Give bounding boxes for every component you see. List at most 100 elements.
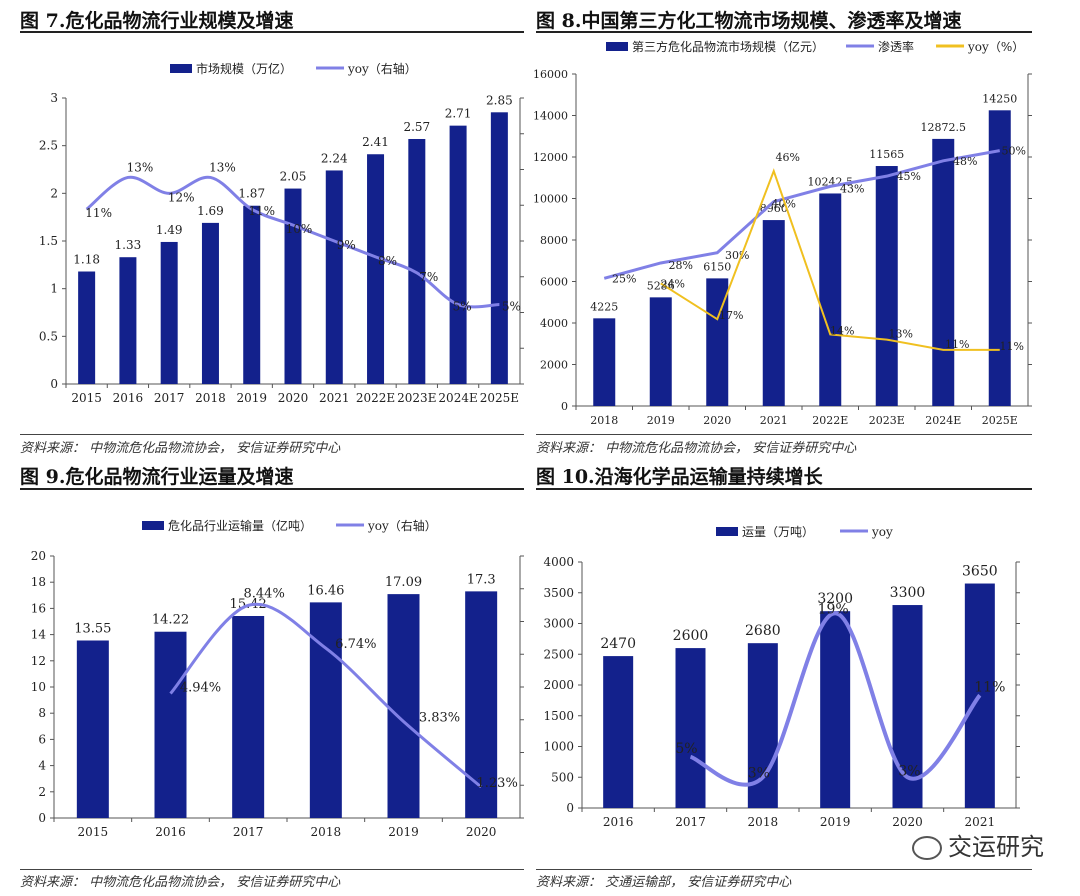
x-tick-label: 2021 bbox=[760, 414, 788, 427]
y-tick-label: 14 bbox=[31, 628, 47, 642]
line-value-label: 5% bbox=[453, 300, 472, 314]
bar-value-label: 2.71 bbox=[445, 107, 472, 121]
line-value-label: 17% bbox=[719, 309, 743, 322]
line-value-label: 11% bbox=[85, 206, 112, 220]
x-tick-label: 2015 bbox=[71, 391, 102, 405]
y-tick-label: 2.5 bbox=[39, 139, 58, 153]
y-tick-label: 2000 bbox=[543, 678, 574, 692]
bar bbox=[988, 110, 1011, 406]
y-tick-label: 10 bbox=[31, 680, 46, 694]
title-rule bbox=[536, 488, 1032, 490]
y-tick-label: 18 bbox=[31, 575, 46, 589]
bar-value-label: 1.49 bbox=[156, 223, 183, 237]
bar bbox=[593, 318, 616, 406]
bar bbox=[762, 220, 785, 406]
bar-value-label: 17.3 bbox=[467, 572, 496, 587]
chart-title: 图 9.危化品物流行业运量及增速 bbox=[20, 466, 294, 488]
x-tick-label: 2016 bbox=[155, 825, 186, 839]
chart-fig9: 0 2 4 6 8 10 12 14 16 18 20 2015 2016 2017 2018 2019 202… bbox=[31, 518, 524, 839]
y-tick-label: 12 bbox=[31, 654, 46, 668]
y-tick-label: 4000 bbox=[543, 555, 574, 569]
bar-value-label: 16.46 bbox=[307, 583, 344, 598]
line-value-label: 8% bbox=[378, 254, 397, 268]
x-tick-label: 2024E bbox=[438, 391, 477, 405]
bar-value-label: 5236 bbox=[647, 279, 675, 292]
legend-label: 市场规模（万亿） bbox=[196, 61, 292, 76]
title-rule bbox=[536, 31, 1032, 33]
bar bbox=[675, 648, 706, 808]
line-value-label: 43% bbox=[840, 182, 864, 195]
line-value-label: 50% bbox=[1002, 145, 1026, 158]
bar bbox=[76, 640, 109, 818]
panel-fig9: 图 9.危化品物流行业运量及增速 0 2 4 6 8 10 12 14 16 18 20 2015 20… bbox=[20, 460, 524, 896]
line-value-label: 11% bbox=[945, 338, 969, 351]
x-tick-label: 2023E bbox=[869, 414, 905, 427]
line-value-label: 11% bbox=[974, 679, 1005, 695]
y-tick-label: 1000 bbox=[543, 740, 574, 754]
line-value-label: 13% bbox=[209, 160, 236, 174]
legend-label: yoy bbox=[871, 525, 893, 539]
title-rule bbox=[20, 31, 524, 33]
bar bbox=[232, 615, 265, 818]
legend-swatch bbox=[716, 527, 738, 536]
x-tick-label: 2020 bbox=[703, 414, 731, 427]
line-value-label: 11% bbox=[1000, 340, 1024, 353]
x-tick-label: 2022E bbox=[356, 391, 395, 405]
bar bbox=[201, 222, 219, 384]
x-tick-label: 2019 bbox=[647, 414, 675, 427]
legend-label: 第三方危化品物流市场规模（亿元） bbox=[632, 39, 824, 54]
legend-label: 运量（万吨） bbox=[742, 525, 814, 539]
series-line bbox=[689, 611, 982, 787]
bottom-rule bbox=[20, 434, 524, 435]
y-tick-label: 4000 bbox=[540, 317, 568, 330]
bar-value-label: 13.55 bbox=[74, 621, 111, 636]
line-value-label: 19% bbox=[818, 601, 849, 617]
bar bbox=[649, 297, 672, 406]
bar-value-label: 2.85 bbox=[486, 93, 513, 107]
line-value-label: 11% bbox=[248, 204, 275, 218]
bar-value-label: 11565 bbox=[869, 148, 904, 161]
y-tick-label: 6000 bbox=[540, 276, 568, 289]
bar-value-label: 3300 bbox=[890, 585, 926, 601]
chart-fig10: 0 500 1000 1500 2000 2500 3000 3500 4000 2016 2017… bbox=[543, 525, 1020, 829]
bar bbox=[449, 125, 467, 384]
chart-title: 图 7.危化品物流行业规模及增速 bbox=[20, 10, 294, 32]
line-value-label: 25% bbox=[612, 272, 636, 285]
y-tick-label: 3500 bbox=[543, 586, 574, 600]
bar bbox=[325, 170, 343, 384]
line-value-label: 13% bbox=[127, 160, 154, 174]
bottom-rule bbox=[20, 869, 524, 870]
panel-fig10: 图 10.沿海化学品运输量持续增长 0 500 1000 1500 2000 2500 30… bbox=[536, 460, 1032, 896]
bar bbox=[367, 154, 385, 384]
source-note: 资料来源： 中物流危化品物流协会， 安信证券研究中心 bbox=[20, 875, 341, 890]
x-tick-label: 2016 bbox=[113, 391, 144, 405]
legend-label: yoy（%） bbox=[967, 40, 1024, 54]
bar bbox=[243, 205, 261, 384]
bar bbox=[78, 271, 96, 384]
bar bbox=[465, 591, 498, 818]
line-value-label: 30% bbox=[725, 249, 749, 262]
bar bbox=[154, 631, 187, 818]
line-value-label: 24% bbox=[661, 277, 685, 290]
x-tick-label: 2017 bbox=[154, 391, 185, 405]
x-tick-label: 2025E bbox=[982, 414, 1018, 427]
bar bbox=[875, 166, 898, 406]
series-line bbox=[603, 149, 1001, 280]
chart-fig7: 0 0.5 1 1.5 2 2.5 3 2015 2016 2017 2018 2019 2020 202… bbox=[39, 61, 524, 405]
line-value-label: 48% bbox=[953, 155, 977, 168]
y-tick-label: 20 bbox=[31, 549, 46, 563]
bar bbox=[892, 605, 923, 808]
line-value-label: 28% bbox=[669, 259, 693, 272]
y-tick-label: 1 bbox=[50, 282, 58, 296]
bar-value-label: 2.41 bbox=[362, 135, 389, 149]
bar bbox=[820, 611, 851, 808]
line-value-label: 40% bbox=[772, 198, 796, 211]
title-rule bbox=[20, 488, 524, 490]
bar-value-label: 1.69 bbox=[197, 204, 224, 218]
y-tick-label: 14000 bbox=[533, 110, 568, 123]
x-tick-label: 2018 bbox=[590, 414, 618, 427]
legend-label: 危化品行业运输量（亿吨） bbox=[168, 518, 312, 533]
bar bbox=[706, 278, 729, 406]
line-value-label: 4.94% bbox=[180, 681, 221, 696]
panel-fig7: 图 7.危化品物流行业规模及增速 0 0.5 1 1.5 2 2.5 3 2015 2016 20… bbox=[20, 0, 524, 456]
